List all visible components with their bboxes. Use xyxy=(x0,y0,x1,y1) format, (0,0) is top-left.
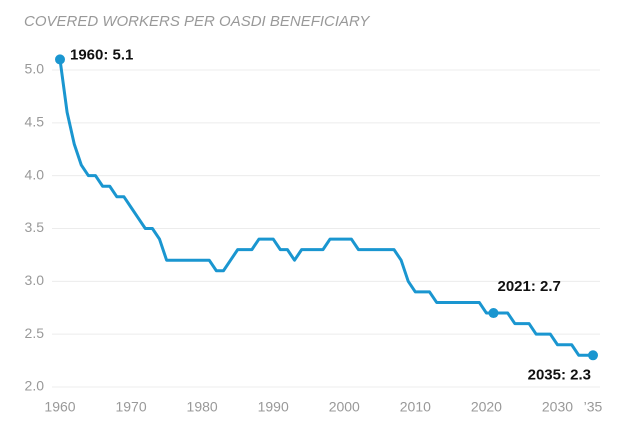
x-tick-label: 1960 xyxy=(44,399,75,415)
x-tick-label: 2030 xyxy=(542,399,573,415)
y-tick-label: 4.5 xyxy=(25,114,45,130)
x-tick-label: 1990 xyxy=(258,399,289,415)
y-tick-label: 3.5 xyxy=(25,219,45,235)
y-tick-label: 4.0 xyxy=(25,166,45,182)
annotation-point xyxy=(588,350,598,361)
y-tick-label: 2.5 xyxy=(25,325,45,341)
y-tick-label: 2.0 xyxy=(25,378,45,394)
chart-title: COVERED WORKERS PER OASDI BENEFICIARY xyxy=(24,13,370,30)
annotation-label: 2021: 2.7 xyxy=(498,278,561,295)
annotation-point xyxy=(55,54,65,65)
y-tick-label: 3.0 xyxy=(25,272,45,288)
x-tick-label: 2020 xyxy=(471,399,502,415)
x-tick-label: 2010 xyxy=(400,399,431,415)
x-tick-label: 1970 xyxy=(115,399,146,415)
x-tick-label: 2000 xyxy=(329,399,360,415)
annotation-label: 1960: 5.1 xyxy=(70,46,133,63)
annotation-label: 2035: 2.3 xyxy=(528,366,591,383)
y-tick-label: 5.0 xyxy=(25,61,45,77)
series-line xyxy=(58,59,593,357)
x-tick-label: ’35 xyxy=(584,399,603,415)
annotation-point xyxy=(488,308,499,319)
x-tick-label: 1980 xyxy=(187,399,218,415)
